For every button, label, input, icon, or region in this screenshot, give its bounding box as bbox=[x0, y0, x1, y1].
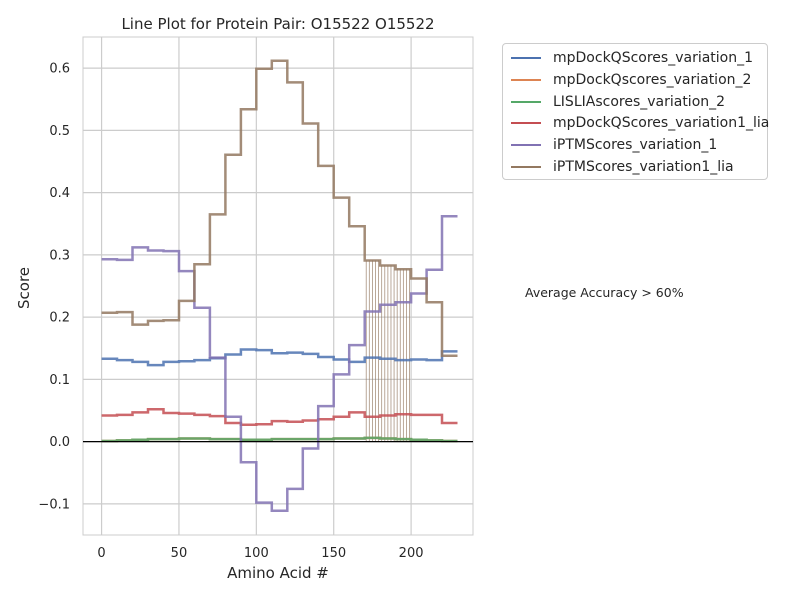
legend-swatch bbox=[511, 122, 541, 125]
x-tick-label: 200 bbox=[399, 546, 424, 561]
series-line-4 bbox=[101, 408, 458, 427]
y-axis-label: Score bbox=[15, 267, 33, 309]
chart-title: Line Plot for Protein Pair: O15522 O1552… bbox=[121, 15, 434, 33]
average-accuracy-annotation: Average Accuracy > 60% bbox=[525, 285, 684, 300]
legend-label: LISLIAscores_variation_2 bbox=[553, 93, 726, 110]
series-line-1 bbox=[101, 348, 458, 367]
legend-label: mpDockQscores_variation_2 bbox=[553, 71, 752, 88]
plot-frame bbox=[82, 36, 474, 536]
y-tick-label: −0.1 bbox=[38, 497, 70, 512]
legend-label: iPTMScores_variation_1 bbox=[553, 137, 718, 154]
legend-entry: mpDockQscores_variation_2 bbox=[511, 69, 751, 91]
x-tick-label: 100 bbox=[244, 546, 269, 561]
legend-swatch bbox=[511, 144, 541, 147]
legend-label: mpDockQScores_variation1_lia bbox=[553, 115, 770, 132]
y-tick-label: 0.2 bbox=[49, 311, 70, 326]
legend-swatch bbox=[511, 166, 541, 168]
y-tick-label: 0.5 bbox=[49, 124, 70, 139]
legend-label: iPTMScores_variation1_lia bbox=[553, 159, 734, 175]
legend-entry: mpDockQScores_variation_1 bbox=[511, 47, 753, 69]
y-tick-label: 0.0 bbox=[49, 435, 70, 450]
series-line-3 bbox=[101, 436, 458, 443]
x-tick-label: 150 bbox=[321, 546, 346, 561]
legend: mpDockQScores_variation_1 mpDockQscores_v… bbox=[502, 43, 769, 180]
legend-entry: iPTMScores_variation1_lia bbox=[511, 156, 734, 178]
legend-swatch bbox=[511, 57, 541, 59]
y-tick-label: 0.3 bbox=[49, 248, 70, 263]
legend-entry: iPTMScores_variation_1 bbox=[511, 134, 717, 156]
x-tick-label: 50 bbox=[171, 546, 188, 561]
legend-label: mpDockQScores_variation_1 bbox=[553, 50, 754, 66]
x-axis-label: Amino Acid # bbox=[227, 564, 329, 582]
y-tick-label: 0.4 bbox=[49, 186, 70, 201]
x-tick-label: 0 bbox=[97, 546, 105, 561]
legend-swatch bbox=[511, 78, 541, 81]
legend-swatch bbox=[511, 100, 541, 103]
y-tick-label: 0.1 bbox=[49, 373, 70, 388]
series-line-6 bbox=[101, 59, 458, 357]
plot-area: 0 50 100 150 200 −0.1 0.0 0.1 0.2 0.3 0.4 0.5 0.6 bbox=[38, 36, 474, 561]
legend-entry: LISLIAscores_variation_2 bbox=[511, 91, 725, 113]
legend-entry: mpDockQScores_variation1_lia bbox=[511, 112, 769, 134]
y-tick-label: 0.6 bbox=[49, 62, 70, 77]
series-line-5 bbox=[101, 215, 458, 512]
